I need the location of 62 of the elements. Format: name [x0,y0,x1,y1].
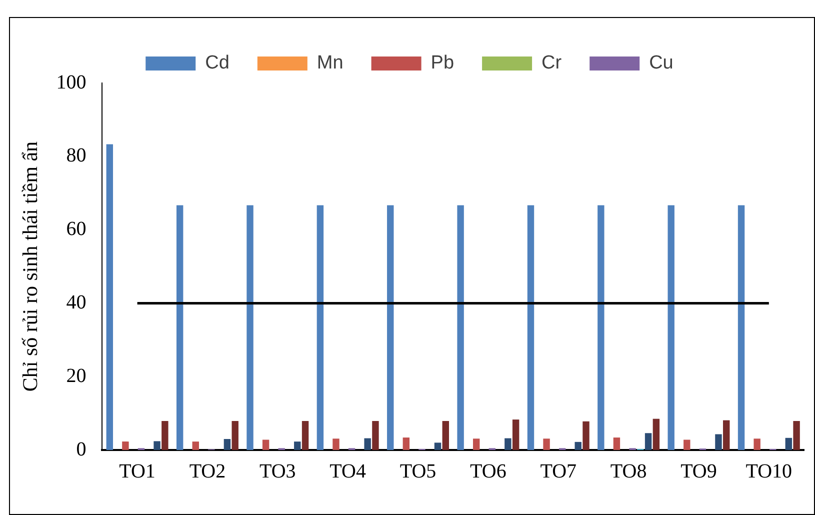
x-tick-label: TO2 [189,460,226,482]
y-tick-label: 40 [66,291,86,314]
bar [442,421,449,450]
bar [715,434,722,450]
bar [246,205,254,450]
bar [738,205,745,450]
bar [332,438,340,450]
x-tick-label: TO3 [259,460,296,482]
bar [472,438,480,450]
bar [598,205,604,450]
bar [785,438,792,450]
bar [232,421,238,450]
bar [504,438,512,450]
bar [582,421,590,450]
bar [176,205,184,450]
bar [527,205,534,450]
x-tick-label: TO7 [540,460,577,482]
bar [754,438,760,450]
bar [192,442,199,450]
bar [294,442,301,450]
x-tick-label: TO4 [330,460,366,482]
y-tick-label: 0 [76,438,86,460]
bar [668,205,674,450]
bar [387,205,394,450]
bar [162,421,168,450]
bar [574,442,582,450]
x-tick-label: TO8 [610,460,647,482]
bar [543,438,550,450]
x-tick-label: TO10 [746,460,792,482]
y-tick-label: 20 [66,364,86,387]
bar [224,438,231,450]
legend-label: Cr [542,52,562,74]
bar [644,433,652,450]
legend-label: Pb [430,52,454,74]
x-tick-label: TO9 [680,460,717,482]
bar [613,438,620,450]
y-tick-label: 60 [66,218,86,240]
x-tick-label: TO5 [400,460,436,482]
bar [372,421,379,450]
bar [402,438,410,450]
legend-label: Cu [649,52,674,74]
bar [262,440,270,450]
bar [652,418,660,450]
legend-label: Cd [205,52,230,74]
bar [364,438,371,450]
bar [457,205,464,450]
y-tick-label: 80 [66,144,86,167]
bar [793,421,800,450]
legend-label: Mn [316,52,344,74]
bar [684,440,690,450]
y-tick-label: 100 [56,71,86,94]
x-tick-label: TO6 [470,460,506,482]
bar [122,442,129,450]
bar [434,442,442,450]
bar [302,421,309,450]
x-tick-label: TO1 [119,460,156,482]
bar [106,144,114,450]
bar [154,441,160,450]
bar [316,205,324,450]
bar [723,420,730,450]
bar [512,420,520,450]
y-axis-title: Chỉ số rủi ro sinh thái tiềm ẩn [18,140,42,392]
